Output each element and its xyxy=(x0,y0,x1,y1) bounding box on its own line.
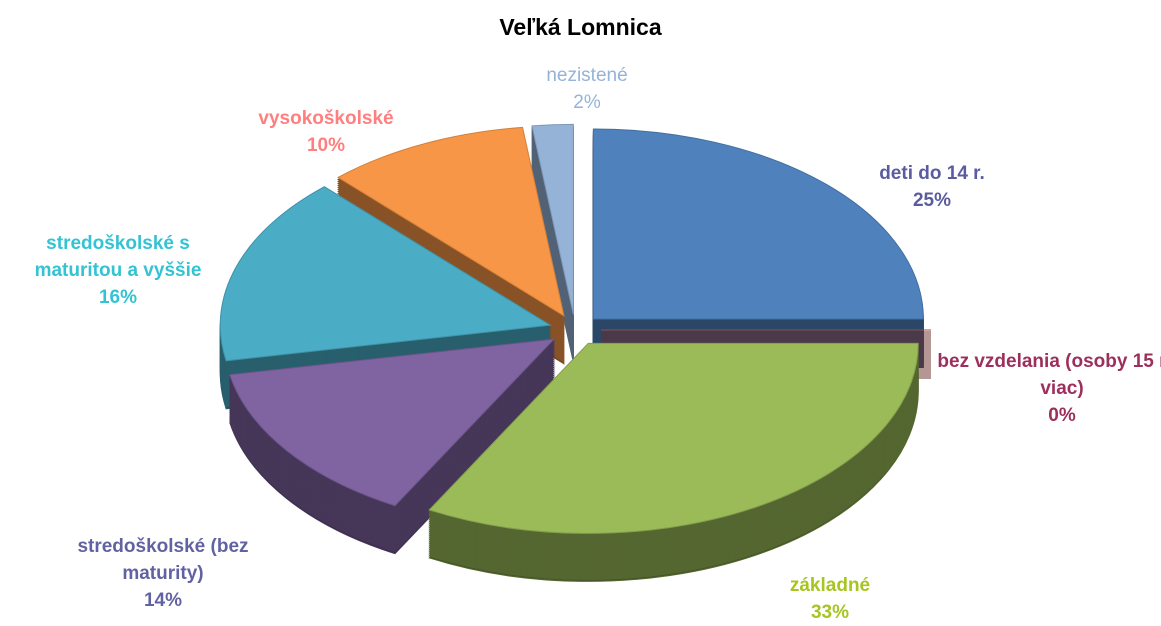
slice xyxy=(428,342,919,534)
data-label: nezistené 2% xyxy=(467,62,707,116)
value-label: 25% xyxy=(912,190,952,211)
slice xyxy=(337,126,565,317)
category-label: základné xyxy=(789,575,871,596)
slice xyxy=(592,128,924,320)
slice xyxy=(219,186,552,362)
data-label: bez vzdelania (osoby 15 r. a viac) 0% xyxy=(937,348,1161,429)
value-label: 14% xyxy=(143,590,183,611)
data-label: deti do 14 r. 25% xyxy=(812,160,1052,214)
category-label: vysokoškolské xyxy=(258,108,394,129)
value-label: 33% xyxy=(810,602,850,623)
slice xyxy=(531,123,574,315)
category-label: nezistené xyxy=(546,65,628,86)
data-label: vysokoškolské 10% xyxy=(206,105,446,159)
data-label: stredoškolské (bez maturity) 14% xyxy=(43,533,283,614)
chart-title: Veľká Lomnica xyxy=(499,14,662,40)
data-label: stredoškolské s maturitou a vyššie 16% xyxy=(3,230,233,311)
category-label: stredoškolské s maturitou a vyššie xyxy=(34,233,202,281)
category-label: bez vzdelania (osoby 15 r. a viac) xyxy=(937,351,1161,399)
value-label: 2% xyxy=(573,92,601,113)
value-label: 0% xyxy=(1048,405,1076,426)
data-label: základné 33% xyxy=(710,572,950,626)
category-label: stredoškolské (bez maturity) xyxy=(77,536,249,584)
value-label: 16% xyxy=(98,287,138,308)
value-label: 10% xyxy=(306,135,346,156)
slice xyxy=(229,338,556,507)
category-label: deti do 14 r. xyxy=(879,163,985,184)
